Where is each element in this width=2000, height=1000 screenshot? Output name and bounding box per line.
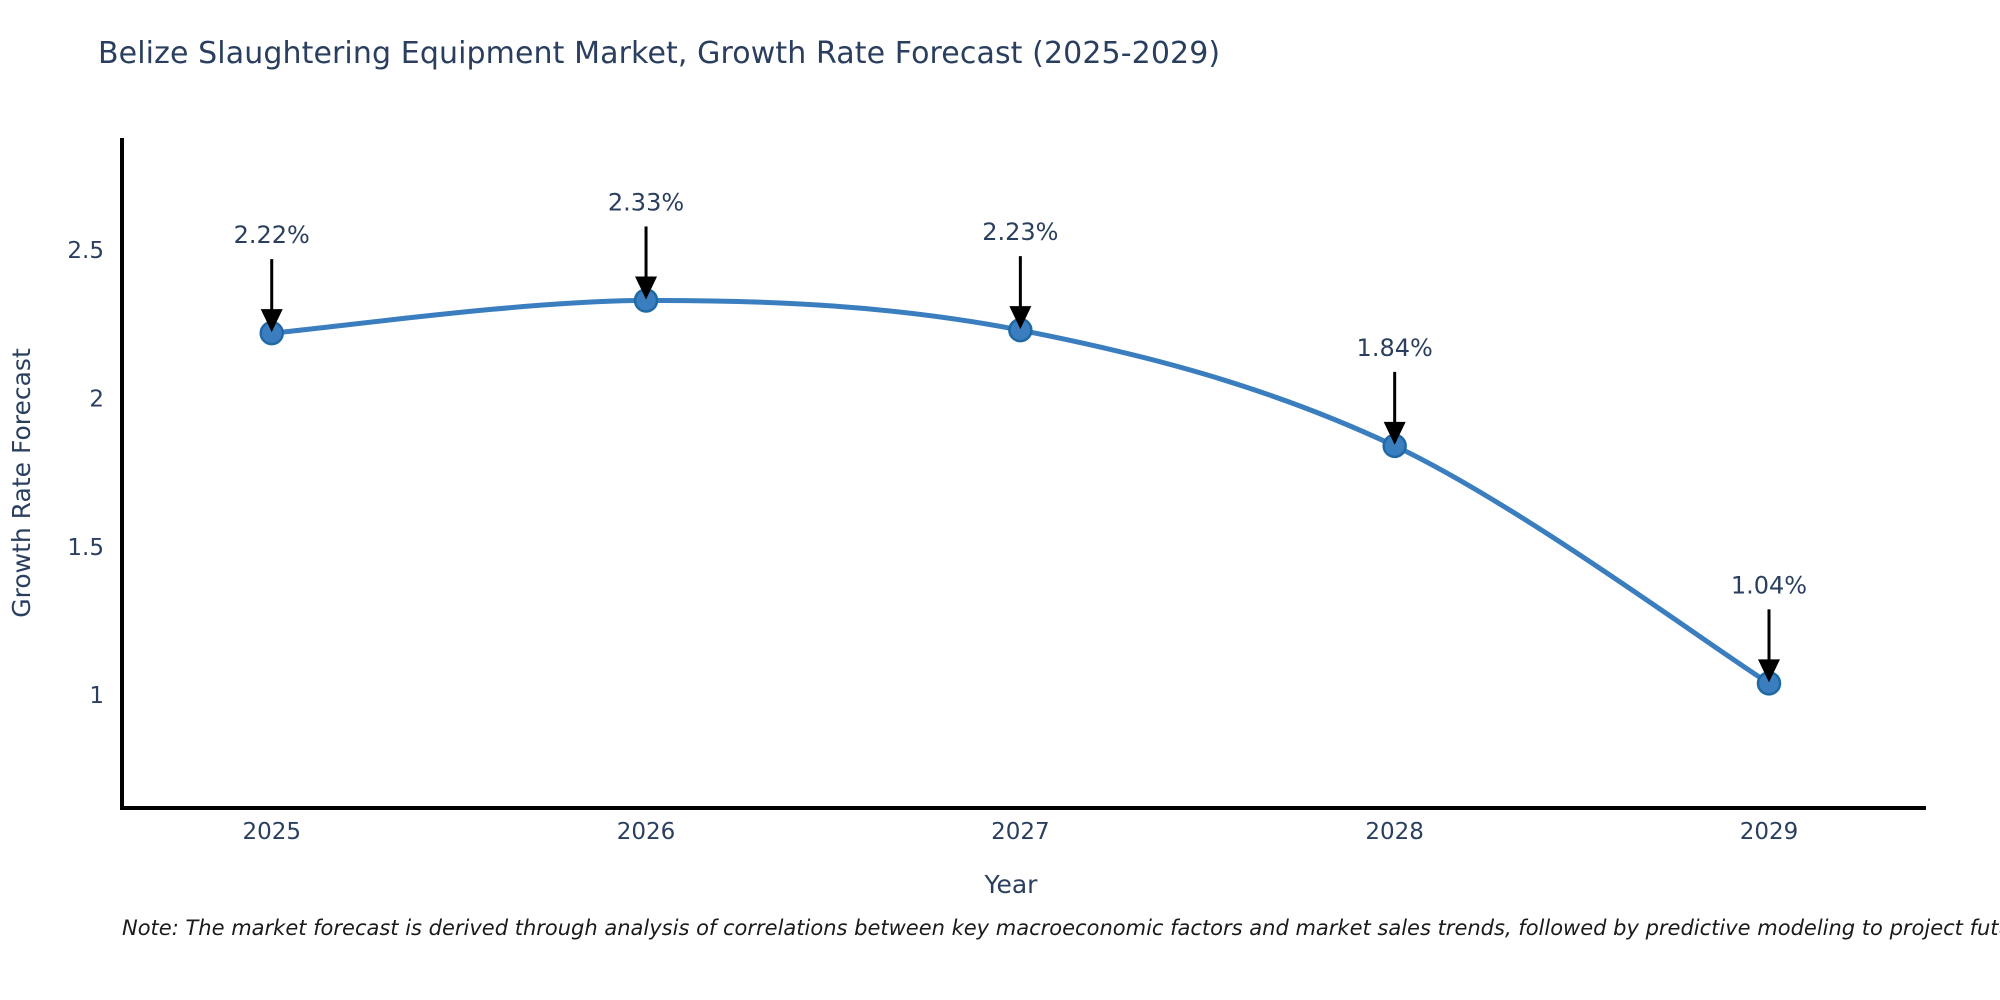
data-point-label: 2.23% [982,218,1058,246]
chart-title: Belize Slaughtering Equipment Market, Gr… [98,36,1221,71]
y-tick-label: 2 [89,386,104,412]
x-tick-label: 2025 [242,819,301,845]
data-series [259,288,1782,696]
series-line [269,297,1772,686]
data-point-annotations: 2.22% 2.33% 2.23% 1.84% 1.04% [234,188,1807,683]
y-axis-title: Growth Rate Forecast [7,348,36,618]
x-tick-label: 2026 [617,819,676,845]
x-axis-title: Year [984,870,1039,899]
annotation-arrow-head-icon [260,309,283,333]
y-tick-label: 1 [89,683,104,709]
data-point-label: 1.84% [1357,334,1433,362]
data-point-label: 2.33% [608,188,684,216]
y-axis: 2.5 2 1.5 1 Growth Rate Forecast [7,138,124,810]
annotation-arrow-head-icon [1009,306,1032,330]
x-axis: 2025 2026 2027 2028 2029 Year [120,806,1926,899]
data-point-label: 2.22% [234,221,310,249]
x-tick-label: 2029 [1740,819,1799,845]
x-tick-label: 2028 [1365,819,1424,845]
y-tick-labels: 2.5 2 1.5 1 [67,238,104,709]
y-tick-label: 2.5 [67,238,104,264]
x-tick-label: 2027 [991,819,1050,845]
annotation-arrow-head-icon [1383,421,1406,445]
chart-footnote: Note: The market forecast is derived thr… [122,916,2000,940]
y-tick-label: 1.5 [67,535,104,561]
annotation-arrow-head-icon [635,276,658,300]
annotation-arrow-head-icon [1757,659,1780,683]
data-point-label: 1.04% [1731,571,1807,599]
x-tick-labels: 2025 2026 2027 2028 2029 [242,819,1798,845]
